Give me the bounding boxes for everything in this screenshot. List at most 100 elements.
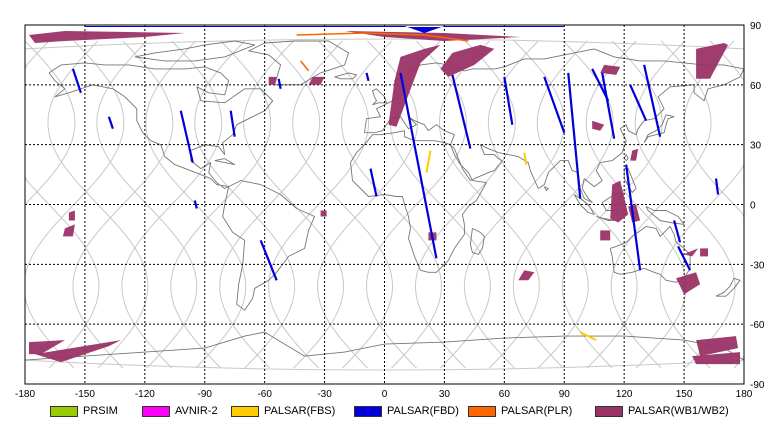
fbd-strip (259, 239, 278, 281)
coastline (334, 72, 357, 80)
x-axis-ticks: -180 -150 -120 -90 -60 -30 0 30 60 90 120 150 180 (15, 389, 753, 400)
fbd-strip (601, 72, 616, 139)
x-tick-label: -150 (75, 389, 95, 400)
y-tick-label: 60 (750, 81, 762, 92)
map-frame (24, 24, 745, 385)
fbd-strip (643, 64, 662, 137)
legend-item: PALSAR(FBD) (354, 404, 459, 418)
y-tick-label: 30 (750, 141, 762, 152)
coastline (469, 227, 485, 255)
wb-swath (700, 248, 708, 257)
plr-arc (296, 32, 469, 42)
fbd-strip (399, 72, 438, 259)
x-tick-label: 150 (676, 389, 693, 400)
legend-label: PALSAR(FBD) (387, 405, 459, 417)
plot-area (24, 24, 745, 385)
fbd-polar-band (84, 26, 565, 33)
x-tick-label: 60 (499, 389, 511, 400)
wb-swath (308, 76, 325, 85)
y-tick-label: 0 (750, 201, 756, 212)
x-tick-label: -120 (135, 389, 155, 400)
wb-swath (676, 272, 701, 295)
coastline (248, 40, 350, 86)
fbd-strip (107, 116, 114, 130)
wb-swath (268, 76, 277, 85)
palsar-plr-arcs (296, 32, 469, 72)
coastline (350, 130, 487, 273)
legend-item: PALSAR(WB1/WB2) (595, 404, 729, 418)
wb-swath (35, 340, 121, 363)
legend-swatch (354, 405, 382, 417)
fbs-strip (523, 152, 528, 165)
orbit-track (170, 40, 272, 369)
legend-item: PRSIM (50, 404, 118, 418)
y-tick-label: -90 (750, 380, 765, 391)
legend-swatch (142, 405, 170, 417)
orbit-track (194, 40, 296, 369)
x-tick-label: 180 (736, 389, 753, 400)
legend-swatch (595, 405, 623, 417)
x-tick-label: 90 (559, 389, 571, 400)
wb-swath (518, 270, 535, 281)
orbit-track (121, 40, 223, 369)
wb-swath (320, 210, 327, 217)
wb-swath (696, 336, 738, 357)
fbd-strip (543, 76, 566, 134)
x-tick-label: 0 (382, 389, 388, 400)
coastline (364, 48, 745, 203)
palsar-fbd-strips (71, 26, 720, 281)
coastlines (24, 40, 745, 361)
fbd-strip (193, 200, 198, 209)
wb-swath (684, 248, 699, 257)
legend-item: PALSAR(FBS) (231, 404, 335, 418)
wb-swath (592, 120, 605, 131)
coastline (214, 158, 236, 166)
coastline (48, 62, 274, 189)
x-tick-label: 30 (439, 389, 451, 400)
legend-swatch (231, 405, 259, 417)
x-tick-label: 120 (616, 389, 633, 400)
wb-swath (68, 210, 75, 221)
x-tick-label: -90 (198, 389, 213, 400)
fbd-strip (567, 72, 582, 199)
coastline (24, 331, 745, 361)
legend-label: PALSAR(PLR) (501, 405, 573, 417)
x-tick-label: -30 (317, 389, 332, 400)
coastline (222, 180, 316, 311)
y-axis-ticks: 90 60 30 0 -30 -60 -90 (750, 21, 765, 391)
coastline (715, 277, 741, 297)
legend-item: AVNIR-2 (142, 404, 218, 418)
y-tick-label: 90 (750, 21, 762, 32)
x-tick-label: -60 (257, 389, 272, 400)
wb-swath (29, 340, 65, 355)
wb-swath (388, 44, 441, 127)
legend-label: PALSAR(FBS) (264, 405, 336, 417)
legend-label: PALSAR(WB1/WB2) (628, 405, 729, 417)
fbd-strip (625, 164, 642, 271)
fbd-strip (71, 68, 82, 94)
fbs-strip (579, 331, 597, 342)
y-tick-label: -60 (750, 320, 765, 331)
legend: PRSIM AVNIR-2 PALSAR(FBS) PALSAR(FBD) PALSAR… (0, 398, 770, 426)
fbs-strip (425, 150, 432, 173)
legend-swatch (50, 405, 78, 417)
wb-swath (696, 43, 728, 79)
palsar-fbs-strips (425, 150, 597, 342)
coastline (645, 206, 685, 225)
fbd-strip (365, 72, 370, 82)
legend-swatch (468, 405, 496, 417)
legend-item: PALSAR(PLR) (468, 404, 572, 418)
fbd-strip (503, 76, 514, 125)
coastline (623, 154, 629, 162)
wb-swath (62, 224, 75, 237)
wb-swath (440, 44, 495, 77)
coastline (609, 225, 691, 283)
fbd-strip (451, 74, 472, 149)
fbd-strip (277, 78, 282, 90)
fbd-strip (629, 84, 648, 122)
coastline (643, 114, 675, 143)
wb-swath (600, 230, 611, 241)
legend-label: PRSIM (83, 405, 118, 417)
wb-swath (600, 64, 621, 75)
